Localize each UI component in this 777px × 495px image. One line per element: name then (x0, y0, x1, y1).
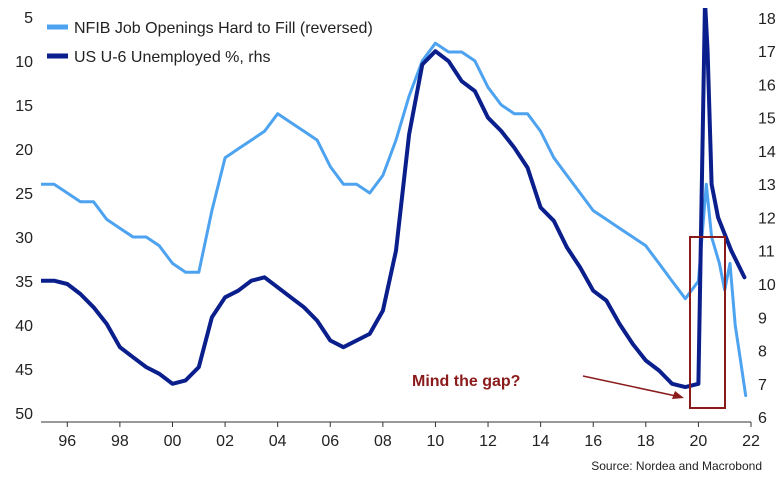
y-right-tick-label: 11 (758, 244, 775, 261)
y-right-tick-label: 15 (758, 111, 776, 128)
x-tick-label: 10 (427, 433, 445, 450)
y-right-tick-label: 13 (758, 177, 776, 194)
y-right-tick-label: 9 (758, 310, 767, 327)
y-right-tick-label: 12 (758, 210, 776, 227)
x-tick-label: 00 (164, 433, 182, 450)
x-tick-label: 04 (269, 433, 287, 450)
annotation-arrow (582, 375, 677, 397)
x-tick-label: 18 (637, 433, 655, 450)
y-right-tick-label: 18 (758, 11, 776, 28)
annotation-text: Mind the gap? (412, 373, 520, 390)
y-left-tick-label: 50 (15, 406, 33, 423)
x-axis-ticks: 96 98 00 02 04 06 08 10 12 14 16 18 20 22 (58, 422, 760, 450)
y-left-tick-label: 40 (15, 318, 33, 335)
x-tick-label: 12 (479, 433, 497, 450)
y-left-tick-label: 25 (15, 186, 33, 203)
x-tick-label: 08 (374, 433, 392, 450)
series-group (41, 8, 748, 398)
y-right-tick-label: 10 (758, 277, 776, 294)
y-right-tick-label: 6 (758, 410, 767, 427)
legend-label-u6: US U-6 Unemployed %, rhs (74, 49, 271, 66)
y-left-tick-label: 10 (15, 54, 33, 71)
x-tick-label: 16 (584, 433, 602, 450)
y-right-tick-label: 17 (758, 44, 776, 61)
legend: NFIB Job Openings Hard to Fill (reversed… (47, 20, 373, 66)
legend-label-nfib: NFIB Job Openings Hard to Fill (reversed… (74, 20, 373, 37)
x-tick-label: 06 (321, 433, 339, 450)
y-right-tick-label: 16 (758, 77, 776, 94)
x-tick-label: 02 (216, 433, 234, 450)
y-left-tick-label: 35 (15, 274, 33, 291)
x-tick-label: 14 (532, 433, 550, 450)
x-tick-label: 96 (58, 433, 76, 450)
y-right-tick-label: 7 (758, 377, 767, 394)
series-line-u6 (41, 8, 747, 390)
y-left-axis-ticks: 5 10 15 20 25 30 35 40 45 50 (15, 10, 33, 423)
annotation-arrowhead (672, 391, 684, 399)
y-left-tick-label: 5 (24, 10, 33, 27)
y-right-tick-label: 8 (758, 344, 767, 361)
y-right-tick-label: 14 (758, 144, 776, 161)
y-left-tick-label: 45 (15, 362, 33, 379)
series-line-nfib (41, 41, 748, 398)
y-left-tick-label: 15 (15, 98, 33, 115)
y-left-tick-label: 20 (15, 142, 33, 159)
x-tick-label: 98 (111, 433, 129, 450)
highlight-box (689, 236, 726, 409)
x-tick-label: 20 (690, 433, 708, 450)
y-right-axis-ticks: 6 7 8 9 10 11 12 13 14 15 16 17 18 (758, 11, 776, 427)
annotation-group: Mind the gap? (412, 236, 726, 409)
source-note: Source: Nordea and Macrobond (591, 459, 762, 473)
x-tick-label: 22 (742, 433, 760, 450)
y-left-tick-label: 30 (15, 230, 33, 247)
